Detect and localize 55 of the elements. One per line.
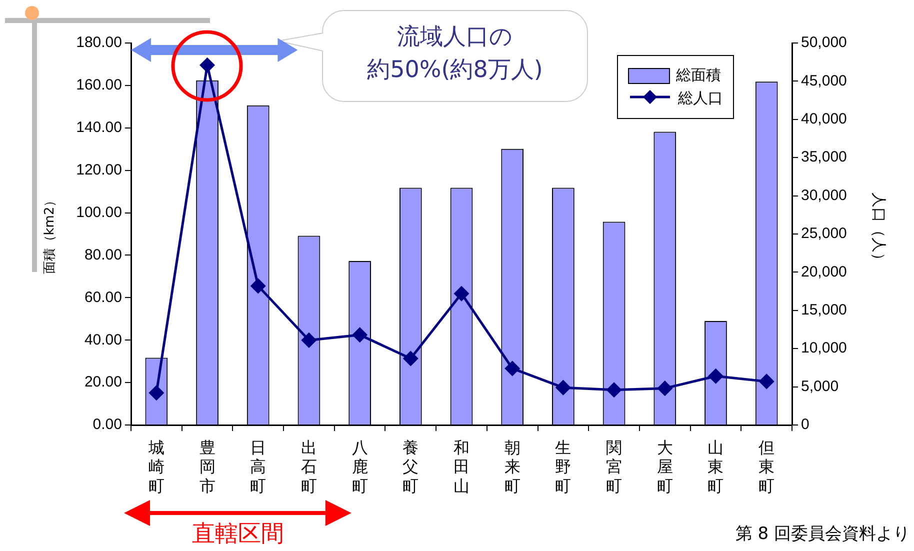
x-tick-label: 八鹿町	[352, 440, 368, 496]
y2-tick-label: 20,000	[801, 263, 847, 280]
point	[200, 58, 215, 72]
x-tick-label: 和田山	[454, 439, 470, 496]
y-tick-label: 120.00	[76, 161, 122, 178]
x-tick-label: 関宮町	[606, 440, 622, 496]
y2-tick-label: 35,000	[801, 148, 847, 166]
point	[403, 351, 418, 366]
text: 直轄区間	[191, 520, 286, 549]
y-tick-label: 100.00	[76, 204, 122, 221]
point	[658, 381, 672, 396]
y-tick-label: 60.00	[84, 288, 122, 306]
y2-tick-label: 15,000	[801, 302, 847, 319]
legend-label: 総面積	[676, 66, 721, 85]
annotation: 流域人口の	[396, 23, 514, 52]
text: 第 8 回委員会資料より	[735, 523, 910, 545]
y2-tick-label: 30,000	[801, 186, 847, 204]
y-tick-label: 160.00	[76, 76, 122, 94]
x-tick-label: 日高町	[250, 440, 266, 496]
y-tick-label: 180.00	[76, 34, 122, 52]
x-tick-label: 養父町	[402, 439, 419, 496]
point	[606, 382, 622, 398]
point	[556, 380, 570, 395]
x-tick-label: 出石町	[300, 439, 317, 496]
annotation: 約50%(約8万人)	[366, 56, 544, 85]
y-tick-label: 80.00	[84, 246, 122, 264]
legend-label: 総人口	[678, 89, 723, 108]
y-tick-label: 40.00	[84, 331, 122, 348]
point	[454, 286, 469, 301]
point	[250, 278, 266, 294]
y2-tick-label: 10,000	[801, 340, 847, 357]
y2-tick-label: 40,000	[801, 110, 847, 128]
x-tick-label: 但東町	[758, 440, 775, 496]
x-tick-label: 城崎町	[147, 439, 164, 496]
y-tick-label: 20.00	[84, 374, 122, 391]
y-tick-label: 140.00	[76, 119, 122, 136]
x-tick-label: 大屋町	[656, 439, 673, 496]
y2-tick-label: 25,000	[801, 225, 847, 242]
point	[708, 368, 723, 384]
point	[352, 328, 368, 342]
y2-tick-label: 5,000	[801, 378, 839, 395]
point	[302, 332, 316, 348]
y-tick-label: 0.00	[92, 416, 122, 434]
x-tick-label: 生野町	[555, 439, 572, 496]
x-tick-label: 朝来町	[504, 439, 520, 496]
point	[759, 374, 774, 389]
y2-tick-label: 50,000	[801, 34, 847, 52]
point	[505, 361, 520, 376]
y-axis-title: 面積（km2）	[42, 194, 58, 274]
x-tick-label: 豊岡市	[199, 439, 216, 496]
y2-tick-label: 0	[801, 416, 810, 434]
point	[149, 386, 164, 400]
y2-axis-title: 人口（人）	[870, 192, 888, 268]
y2-tick-label: 45,000	[801, 72, 847, 90]
x-tick-label: 山東町	[708, 439, 724, 496]
